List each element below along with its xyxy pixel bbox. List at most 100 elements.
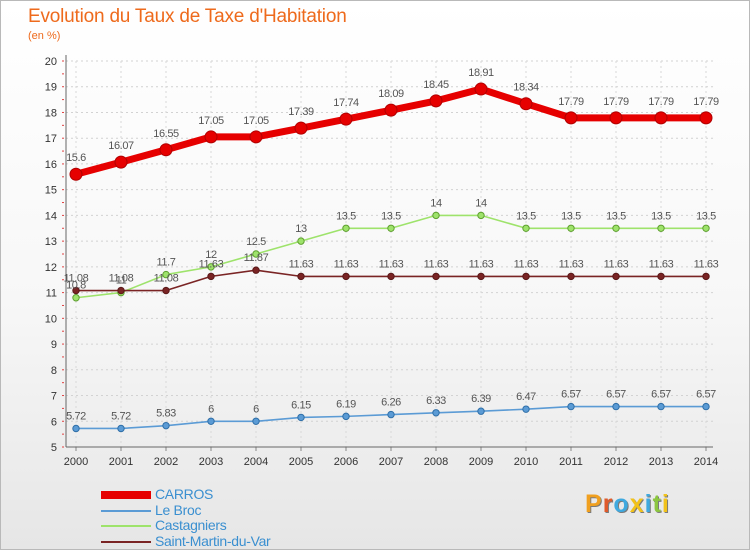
x-tick-label: 2000	[64, 456, 88, 468]
x-tick-label: 2009	[469, 456, 493, 468]
data-label-carros: 17.05	[243, 115, 269, 127]
data-point-carros	[114, 155, 128, 169]
data-label-le-broc: 6.57	[651, 389, 671, 401]
legend-label: Castagniers	[155, 517, 227, 533]
y-tick-label: 9	[51, 339, 57, 351]
data-point-carros	[159, 143, 173, 157]
data-label-le-broc: 5.83	[156, 408, 176, 420]
data-point-castagniers	[297, 237, 305, 245]
data-label-carros: 17.79	[693, 96, 719, 108]
data-point-carros	[69, 167, 83, 181]
data-label-saint-martin-du-var: 11.08	[64, 273, 89, 285]
data-point-le-broc	[657, 402, 665, 411]
data-label-le-broc: 6	[253, 403, 259, 415]
data-point-saint-martin-du-var	[432, 272, 440, 281]
data-label-carros: 17.79	[648, 96, 674, 108]
data-label-saint-martin-du-var: 11.63	[694, 258, 719, 270]
data-label-castagniers: 13.5	[336, 210, 356, 222]
data-point-le-broc	[207, 417, 215, 425]
data-point-saint-martin-du-var	[72, 286, 80, 295]
data-label-le-broc: 6	[208, 403, 214, 415]
proxiti-logo: Proxiti	[585, 490, 670, 518]
data-point-saint-martin-du-var	[387, 272, 395, 281]
y-tick-label: 13	[45, 236, 57, 248]
data-label-saint-martin-du-var: 11.08	[154, 273, 179, 285]
data-point-saint-martin-du-var	[522, 272, 530, 281]
x-tick-label: 2004	[244, 456, 268, 468]
data-point-castagniers	[342, 224, 350, 232]
data-point-saint-martin-du-var	[162, 286, 170, 295]
data-label-castagniers: 12	[205, 249, 217, 261]
data-point-le-broc	[702, 402, 710, 411]
data-point-le-broc	[72, 424, 80, 433]
x-tick-label: 2013	[649, 456, 673, 468]
y-tick-label: 14	[45, 210, 57, 222]
data-point-castagniers	[612, 224, 620, 232]
data-point-castagniers	[207, 263, 215, 271]
data-label-castagniers: 11.7	[157, 257, 176, 269]
x-tick-label: 2012	[604, 456, 628, 468]
data-label-saint-martin-du-var: 11.63	[199, 258, 224, 270]
data-label-saint-martin-du-var: 11.63	[559, 258, 584, 270]
x-tick-label: 2003	[199, 456, 223, 468]
y-tick-label: 6	[51, 416, 57, 428]
legend-swatch	[101, 491, 151, 499]
y-tick-label: 16	[45, 159, 57, 171]
y-tick-label: 15	[45, 185, 57, 197]
data-point-carros	[564, 111, 578, 125]
data-label-castagniers: 13	[295, 223, 307, 235]
data-label-castagniers: 11	[116, 275, 127, 287]
data-label-saint-martin-du-var: 11.63	[424, 258, 449, 270]
line-chart: 5 6 7 8 9 10 11 12 13 14 15 16 17 18 19 20 2000 2001 2002 2…	[45, 55, 719, 468]
data-label-le-broc: 5.72	[66, 410, 86, 422]
data-point-carros	[204, 130, 218, 144]
data-label-castagniers: 10.8	[66, 280, 86, 292]
chart-title: Evolution du Taux de Taxe d'Habitation	[28, 6, 347, 27]
data-point-carros	[699, 111, 713, 125]
data-point-le-broc	[432, 409, 440, 417]
data-point-le-broc	[477, 407, 485, 415]
data-label-castagniers: 14	[430, 197, 442, 209]
y-tick-label: 20	[45, 56, 57, 68]
data-label-castagniers: 13.5	[696, 210, 716, 222]
legend-item-saint-martin-du-var: Saint-Martin-du-Var	[101, 532, 361, 550]
data-label-carros: 18.09	[378, 88, 404, 100]
data-label-saint-martin-du-var: 11.63	[604, 258, 629, 270]
data-label-carros: 17.05	[198, 115, 224, 127]
x-tick-label: 2010	[514, 456, 538, 468]
data-point-le-broc	[387, 410, 395, 419]
data-label-carros: 18.34	[513, 82, 539, 94]
x-tick-label: 2005	[289, 456, 313, 468]
data-label-castagniers: 13.5	[561, 210, 581, 222]
data-point-le-broc	[522, 405, 530, 413]
data-label-carros: 16.55	[153, 128, 179, 140]
y-tick-label: 12	[45, 262, 57, 274]
data-label-le-broc: 5.72	[111, 410, 131, 422]
legend-label: Saint-Martin-du-Var	[155, 532, 271, 549]
data-point-saint-martin-du-var	[567, 272, 575, 281]
data-label-carros: 17.39	[288, 106, 314, 118]
data-label-le-broc: 6.15	[291, 399, 311, 411]
legend-swatch	[101, 540, 151, 543]
data-label-carros: 17.79	[603, 96, 629, 108]
legend-item-le-broc: Le Broc	[101, 502, 361, 519]
data-point-castagniers	[657, 224, 665, 232]
data-point-carros	[519, 97, 533, 111]
x-tick-label: 2008	[424, 456, 448, 468]
data-label-carros: 16.07	[108, 140, 134, 152]
data-point-castagniers	[477, 211, 485, 220]
y-tick-label: 10	[45, 313, 57, 325]
legend-item-carros: CARROS	[101, 486, 361, 503]
data-point-saint-martin-du-var	[612, 272, 620, 281]
data-point-carros	[474, 82, 488, 96]
data-label-castagniers: 12.5	[246, 236, 266, 248]
data-label-carros: 17.79	[558, 96, 584, 108]
data-label-saint-martin-du-var: 11.63	[649, 258, 674, 270]
data-point-carros	[339, 112, 353, 126]
legend-swatch	[101, 509, 151, 512]
data-point-carros	[654, 111, 668, 125]
data-label-carros: 18.91	[468, 67, 494, 79]
y-tick-label: 5	[51, 442, 57, 454]
data-label-carros: 18.45	[423, 79, 449, 91]
data-point-saint-martin-du-var	[252, 266, 260, 274]
